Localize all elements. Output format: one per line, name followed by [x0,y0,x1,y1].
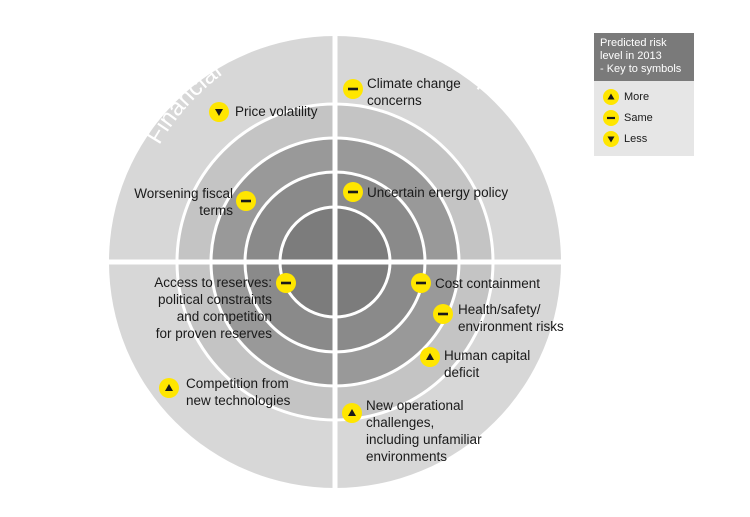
risk-label-line1: New operational [366,398,464,413]
risk-label-line2: environment risks [458,319,564,334]
risk-label: Price volatility [235,104,318,119]
risk-label-line3: and competition [177,309,272,324]
down-triangle-icon [603,131,619,147]
risk-label-line3: including unfamiliar [366,432,482,447]
risk-access-to-reserves: Access to reserves: political constraint… [154,273,296,341]
risk-uncertain-energy-policy: Uncertain energy policy [343,182,508,202]
up-triangle-icon [603,89,619,105]
legend-item-less: Less [594,129,694,150]
risk-label-line2: challenges, [366,415,434,430]
minus-icon [343,79,363,99]
risk-climate-change: Climate change concerns [343,76,461,108]
minus-icon [343,182,363,202]
risk-label-line2: terms [199,203,233,218]
up-triangle-icon [420,347,440,367]
risk-competition-new-technologies: Competition from new technologies [159,376,291,408]
risk-new-operational-challenges: New operational challenges, including un… [342,398,482,464]
legend-title: Predicted risk level in 2013 - Key to sy… [594,33,694,81]
minus-icon [411,273,431,293]
minus-icon [236,191,256,211]
risk-label-line1: Worsening fiscal [134,186,233,201]
risk-label-line4: for proven reserves [156,326,273,341]
minus-icon [276,273,296,293]
legend: Predicted risk level in 2013 - Key to sy… [594,33,694,156]
risk-label-line1: Competition from [186,376,289,391]
legend-label: More [624,91,650,103]
risk-label-line4: environments [366,449,447,464]
risk-label-line2: concerns [367,93,422,108]
risk-label-line2: deficit [444,365,480,380]
up-triangle-icon [342,403,362,423]
legend-item-more: More [594,87,694,108]
up-triangle-icon [159,378,179,398]
legend-label: Less [624,133,648,145]
legend-item-same: Same [594,108,694,129]
risk-label-line2: political constraints [158,292,272,307]
risk-human-capital-deficit: Human capital deficit [420,347,530,380]
risk-label-line1: Human capital [444,348,530,363]
risk-label-line1: Climate change [367,76,461,91]
risk-label: Uncertain energy policy [367,185,508,200]
risk-label-line1: Health/safety/ [458,302,541,317]
down-triangle-icon [209,102,229,122]
minus-icon [603,110,619,126]
risk-worsening-fiscal-terms: Worsening fiscal terms [134,186,256,218]
minus-icon [433,304,453,324]
risk-health-safety-environment: Health/safety/ environment risks [433,302,564,334]
risk-label-line1: Access to reserves: [154,275,272,290]
risk-label-line2: new technologies [186,393,291,408]
legend-label: Same [624,112,653,124]
risk-price-volatility: Price volatility [209,102,318,122]
risk-cost-containment: Cost containment [411,273,540,293]
risk-label: Cost containment [435,276,540,291]
